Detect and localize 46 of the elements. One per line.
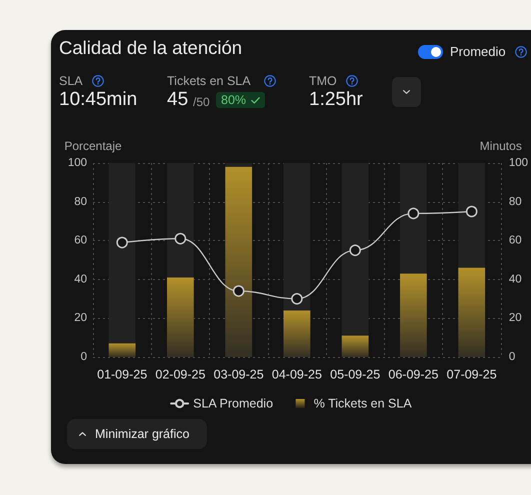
point: [466, 206, 478, 218]
x-tick-label: 03-09-25: [214, 368, 264, 382]
y-tick-label: 20: [74, 312, 87, 324]
bar: [284, 310, 310, 357]
legend-label: SLA Promedio: [193, 396, 274, 410]
chart-title: Calidad de la atención: [59, 37, 242, 59]
x-tick-label: 05-09-25: [330, 368, 380, 382]
y-tick-label: 80: [74, 196, 87, 208]
x-tick-label: 06-09-25: [388, 368, 438, 382]
y2-tick-label: 100: [508, 157, 528, 169]
y-tick-label: 100: [68, 157, 87, 169]
legend-label: % Tickets en SLA: [314, 396, 412, 410]
point: [408, 208, 420, 220]
y2-tick-label: 20: [508, 312, 522, 324]
y-axis-title: Porcentaje: [64, 139, 122, 153]
y2-tick-label: 0: [508, 351, 516, 363]
y-tick-label: 0: [80, 351, 87, 363]
y2-tick-label: 40: [508, 273, 522, 286]
x-tick-label: 04-09-25: [272, 368, 322, 382]
x-tick-label: 02-09-25: [155, 368, 206, 382]
text: 45: [167, 89, 188, 111]
text: /50: [193, 95, 210, 109]
text: Promedio: [450, 44, 506, 59]
bar: [108, 343, 136, 357]
point: [349, 244, 361, 256]
x-tick-label: 07-09-25: [446, 368, 497, 382]
text: TMO: [309, 74, 337, 88]
y2-tick-label: 80: [508, 196, 522, 208]
y2-tick-label: 60: [508, 234, 522, 247]
point: [291, 293, 303, 305]
point: [232, 285, 244, 297]
y-tick-label: 60: [74, 234, 87, 247]
y2-axis-title: Minutos: [480, 139, 522, 153]
card: Calidad de la atención Promedio SLA 10:45min Tickets en SLA 45 /50 80% TMO 1:25hr Porcentaje Minutos 0 20 40 60 80 100 0 20 40 60 80 100 01-09-25 02-09-25 03-09-25 04-09-25 05-09-25 06-09-25 07-09-25 SLA Promedio % Tickets en SLA Minimizar gráfico: [51, 30, 531, 464]
status-badge: 80%: [216, 92, 266, 108]
minimize-button: Minimizar gráfico: [67, 419, 207, 449]
x-tick-label: 01-09-25: [97, 368, 148, 382]
y-tick-label: 40: [74, 273, 87, 286]
text: SLA: [59, 74, 83, 88]
point: [116, 236, 128, 248]
text: Tickets en SLA: [167, 74, 251, 88]
point: [174, 232, 186, 244]
text: 1:25hr: [309, 89, 363, 111]
text: 10:45min: [59, 89, 138, 111]
bar: [342, 336, 369, 357]
bar: [225, 166, 252, 357]
